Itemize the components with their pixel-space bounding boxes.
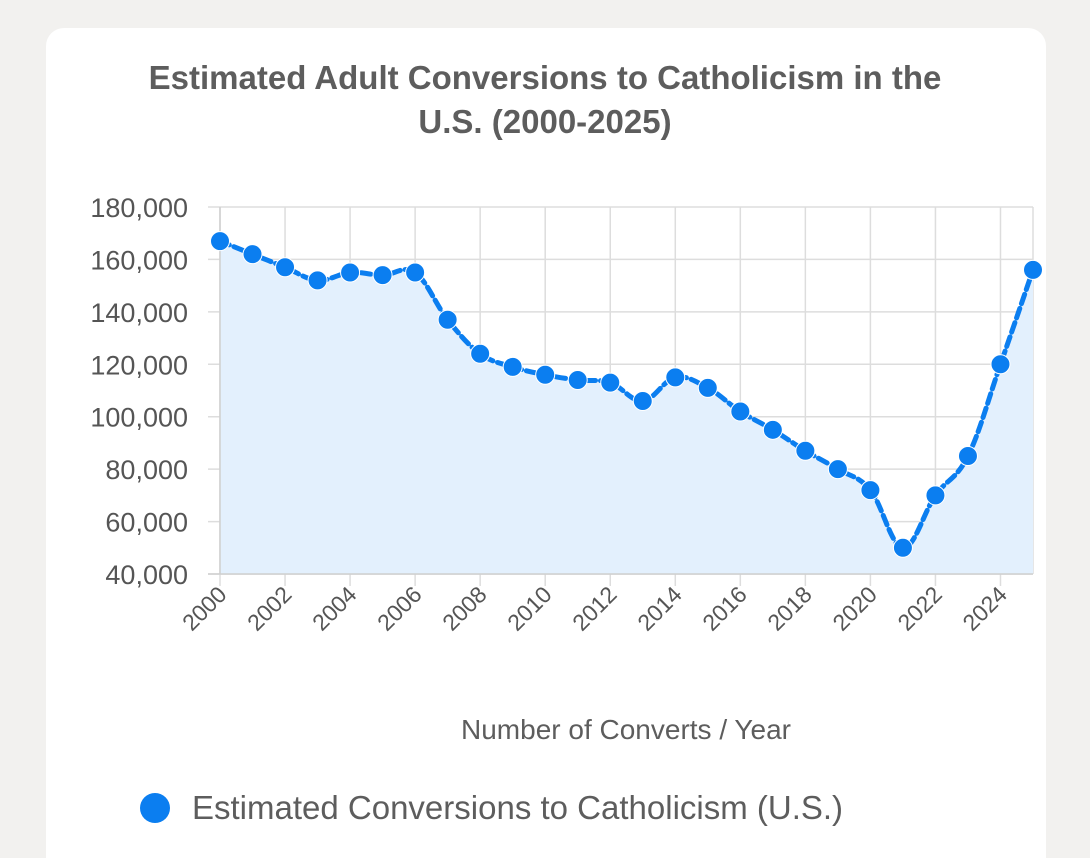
data-point: [762, 419, 783, 440]
x-tick-label: 2010: [502, 581, 557, 636]
series-area-fill: [220, 241, 1033, 575]
x-tick-label: 2014: [632, 581, 687, 636]
y-tick-label: 120,000: [90, 350, 188, 380]
data-point: [632, 390, 653, 411]
chart-title-line-1: Estimated Adult Conversions to Catholici…: [148, 59, 942, 96]
data-point: [600, 372, 621, 393]
data-point: [1023, 259, 1043, 280]
data-point: [892, 537, 913, 558]
data-point: [827, 459, 848, 480]
data-point: [990, 354, 1011, 375]
legend-label: Estimated Conversions to Catholicism (U.…: [192, 789, 844, 826]
x-tick-label: 2012: [567, 581, 622, 636]
x-axis-label: Number of Converts / Year: [461, 714, 791, 745]
data-point: [437, 309, 458, 330]
data-point: [340, 262, 361, 283]
y-tick-label: 40,000: [105, 560, 188, 590]
data-point: [697, 377, 718, 398]
x-tick-label: 2016: [697, 581, 752, 636]
data-point: [957, 446, 978, 467]
data-point: [795, 440, 816, 461]
data-point: [372, 265, 393, 286]
data-point: [730, 401, 751, 422]
x-tick-label: 2022: [892, 581, 947, 636]
x-tick-label: 2004: [307, 581, 362, 636]
chart-title-line-2: U.S. (2000-2025): [418, 103, 672, 140]
data-point: [665, 367, 686, 388]
data-point: [860, 480, 881, 501]
data-point: [470, 343, 491, 364]
data-point: [307, 270, 328, 291]
y-tick-label: 80,000: [105, 455, 188, 485]
data-point: [567, 370, 588, 391]
chart-points: [210, 231, 1043, 558]
x-tick-label: 2018: [762, 581, 817, 636]
chart-area: [220, 241, 1033, 575]
x-axis-ticks: 2000 2002 2004 2006 2008 2010 2012 2014 2016 2018…: [177, 581, 1012, 636]
x-tick-label: 2020: [827, 581, 882, 636]
x-tick-label: 2002: [242, 581, 297, 636]
y-tick-label: 160,000: [90, 245, 188, 275]
data-point: [535, 364, 556, 385]
x-tick-label: 2006: [372, 581, 427, 636]
y-tick-label: 100,000: [90, 403, 188, 433]
y-axis-ticks: 40,000 60,000 80,000 100,000 120,000 140,000 1…: [90, 193, 188, 590]
x-tick-label: 2024: [957, 581, 1012, 636]
data-point: [925, 485, 946, 506]
data-point: [502, 356, 523, 377]
chart-title: Estimated Adult Conversions to Catholici…: [0, 56, 1090, 144]
legend-swatch-icon: [140, 793, 170, 823]
data-point: [210, 231, 230, 252]
x-tick-label: 2008: [437, 581, 492, 636]
y-tick-label: 60,000: [105, 508, 188, 538]
data-point: [275, 257, 296, 278]
chart-axes: [208, 207, 1033, 575]
data-point: [242, 244, 263, 265]
data-point: [405, 262, 426, 283]
y-tick-label: 140,000: [90, 298, 188, 328]
chart-legend[interactable]: Estimated Conversions to Catholicism (U.…: [140, 786, 843, 830]
y-tick-label: 180,000: [90, 193, 188, 223]
